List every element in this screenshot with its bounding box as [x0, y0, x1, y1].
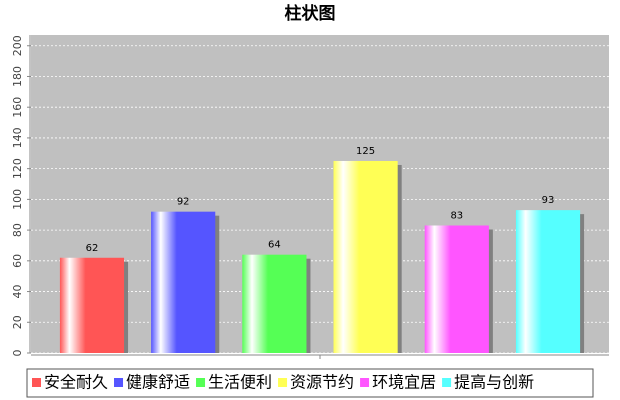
value-label: 64 [268, 240, 281, 251]
legend-swatch [114, 378, 124, 387]
value-label: 83 [450, 210, 463, 221]
legend-label: 健康舒适 [126, 373, 190, 392]
value-label: 93 [542, 195, 555, 206]
chart-title: 柱状图 [285, 3, 336, 24]
y-tick-label: 80 [11, 223, 24, 237]
legend-swatch [360, 378, 370, 387]
legend-swatch [278, 378, 288, 387]
legend-label: 环境宜居 [372, 373, 436, 392]
legend-swatch [442, 378, 452, 387]
bar [59, 257, 125, 353]
y-tick-label: 40 [11, 285, 24, 299]
value-label: 62 [86, 243, 99, 254]
y-tick-label: 140 [11, 127, 24, 148]
y-tick-label: 20 [11, 315, 24, 329]
y-tick-label: 160 [11, 97, 24, 118]
legend-label: 资源节约 [290, 373, 354, 392]
legend-label: 生活便利 [208, 373, 272, 392]
bar [515, 210, 581, 353]
bar [424, 225, 489, 353]
y-tick-label: 60 [11, 254, 24, 268]
value-label: 92 [177, 197, 190, 208]
y-tick-label: 0 [11, 350, 24, 357]
legend-swatch [32, 378, 41, 387]
y-tick-label: 180 [11, 66, 24, 87]
legend-label: 提高与创新 [454, 373, 534, 392]
legend-label: 安全耐久 [44, 373, 108, 392]
y-tick-label: 120 [11, 158, 24, 179]
value-label: 125 [356, 146, 375, 157]
bar [242, 254, 307, 353]
bar [333, 160, 398, 353]
bar [151, 211, 216, 353]
y-tick-label: 200 [11, 35, 24, 56]
y-tick-label: 100 [11, 189, 24, 210]
legend-swatch [196, 378, 206, 387]
